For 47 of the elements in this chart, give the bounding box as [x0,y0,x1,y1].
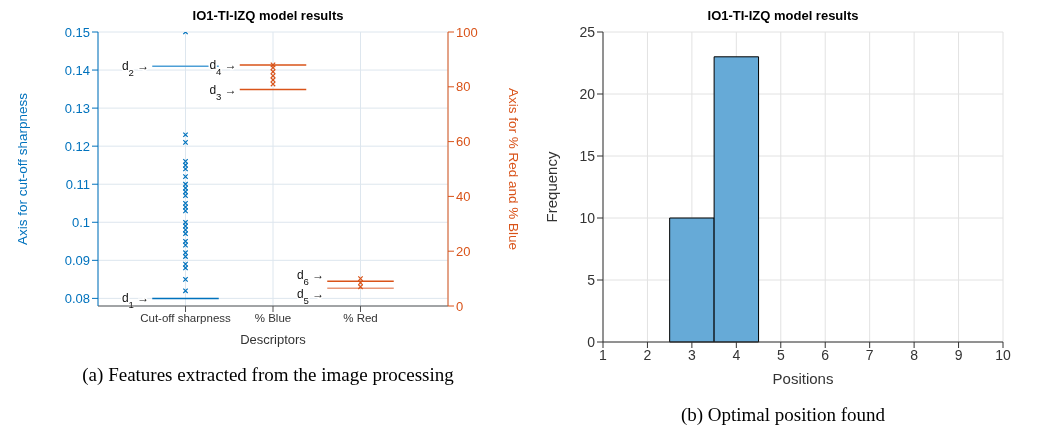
x-tick-label: 4 [732,346,741,363]
y-tick-label: 5 [587,271,596,288]
ref-line-label: d$_{6}$ → [296,268,325,287]
y-tick-label: 0.14 [64,62,90,78]
ref-line-label: d$_{3}$ → [209,82,237,102]
x-tick-label: % Blue [254,312,292,325]
y-tick-label: 20 [579,85,596,102]
x-axis-title: Descriptors [240,332,307,347]
x-tick-label: 3 [687,346,696,363]
x-tick-label: 7 [865,346,874,363]
x-tick-label: 8 [910,346,919,363]
y2-tick-label: 0 [456,298,464,314]
y-tick-label: 0.08 [64,291,90,306]
y-tick-label: 0.13 [64,100,90,116]
x-tick-label: 2 [643,346,652,363]
x-tick-label: 10 [995,346,1011,363]
ref-line-label: d$_{1}$ → [121,291,150,310]
y-tick-label: 0.12 [64,138,90,154]
y-tick-label: 10 [579,209,596,226]
y-tick-label: 0.11 [65,176,90,192]
y-tick-label: 25 [579,23,596,40]
y-tick-label: 15 [579,147,596,164]
ref-line-label: d$_{2}$ → [121,59,150,78]
x-tick-label: % Red [343,312,378,325]
x-tick-label: 9 [954,346,963,363]
x-tick-label: 1 [599,346,608,363]
y2-tick-label: 100 [456,24,478,40]
y2-tick-label: 60 [456,134,471,150]
chart-title: IO1-TI-IZQ model results [191,8,345,25]
x-tick-label: Cut-off sharpness [140,312,232,325]
y-tick-label: 0.15 [64,24,90,40]
y2-tick-label: 20 [456,243,471,259]
y-tick-label: 0 [587,333,596,350]
y2-tick-label: 40 [456,189,471,205]
y2-axis-title: Axis for % Red and % Blue [506,87,522,251]
x-axis-title: Positions [772,370,834,387]
y-axis-title: Axis for cut-off sharpness [14,92,30,246]
text: (a) Features extracted from the image processing [81,364,455,386]
text: (b) Optimal position found [679,404,887,426]
ref-line-label: d$_{5}$ → [296,287,325,306]
x-tick-label: 5 [776,346,785,363]
y-tick-label: 0.09 [64,252,90,268]
x-tick-label: 6 [821,346,830,363]
y-tick-label: 0.1 [71,214,90,230]
y-axis-title: Frequency [543,151,561,223]
y2-tick-label: 80 [456,79,471,95]
chart-title: IO1-TI-IZQ model results [707,8,859,23]
